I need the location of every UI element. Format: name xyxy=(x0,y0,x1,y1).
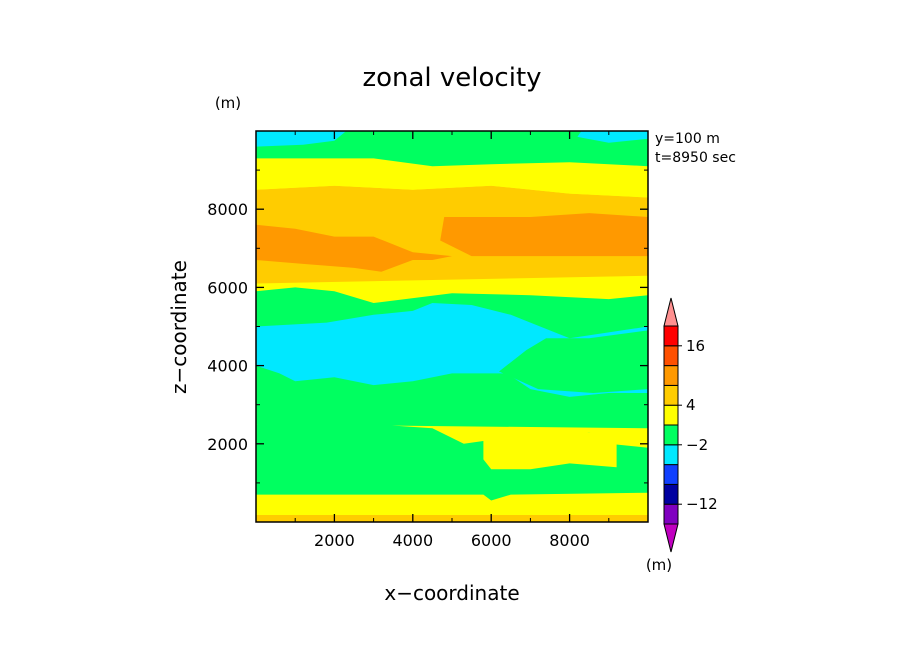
colorbar: −12 −2 4 16 xyxy=(663,297,718,553)
annotation-t: t=8950 sec xyxy=(655,150,736,166)
colorbar-unit-label: (m) xyxy=(646,556,672,574)
colorbar-segment xyxy=(663,384,679,406)
colorbar-segment xyxy=(663,424,679,446)
colorbar-segment xyxy=(663,325,679,347)
colorbar-segment xyxy=(663,503,679,525)
y-tick-label: 4000 xyxy=(207,357,248,376)
contour-region-12 xyxy=(256,131,347,147)
contour-region-3 xyxy=(483,432,617,470)
colorbar-segment xyxy=(663,365,679,386)
y-axis: 2000 4000 6000 8000 xyxy=(207,169,648,484)
y-axis-label: z−coordinate xyxy=(167,260,191,394)
y-unit-label: (m) xyxy=(215,94,241,112)
chart-title: zonal velocity xyxy=(362,63,541,93)
colorbar-label: −12 xyxy=(686,495,718,513)
x-axis-label: x−coordinate xyxy=(384,581,519,605)
contour-region-9 xyxy=(440,213,648,257)
contour-region-10 xyxy=(256,162,648,198)
colorbar-label: 4 xyxy=(686,396,696,414)
x-axis: 2000 4000 6000 8000 xyxy=(294,131,610,550)
y-tick-label: 6000 xyxy=(207,278,248,297)
contour-region-11 xyxy=(256,131,648,167)
colorbar-label: 16 xyxy=(686,337,705,355)
x-tick-label: 2000 xyxy=(314,531,355,550)
colorbar-top-triangle xyxy=(663,297,679,327)
x-tick-label: 4000 xyxy=(392,531,433,550)
contour-region-13 xyxy=(577,131,648,143)
colorbar-segment xyxy=(663,464,679,485)
contour-region-8 xyxy=(256,224,452,272)
y-tick-label: 8000 xyxy=(207,200,248,219)
colorbar-segment xyxy=(663,444,679,466)
colorbar-segment xyxy=(663,404,679,426)
colorbar-label: −2 xyxy=(686,436,708,454)
colorbar-bottom-triangle xyxy=(663,523,679,553)
contour-region-6 xyxy=(499,330,648,393)
colorbar-segment xyxy=(663,483,679,505)
contour-field xyxy=(256,131,648,522)
x-tick-label: 6000 xyxy=(471,531,512,550)
annotation-y: y=100 m xyxy=(655,131,720,147)
x-tick-label: 8000 xyxy=(549,531,590,550)
y-tick-label: 2000 xyxy=(207,435,248,454)
colorbar-segment xyxy=(663,345,679,367)
